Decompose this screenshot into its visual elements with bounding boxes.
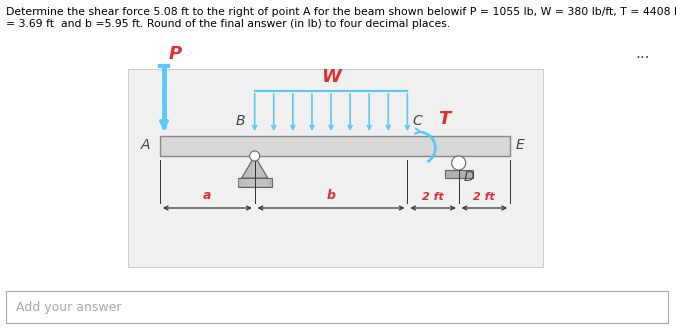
FancyBboxPatch shape — [445, 170, 473, 178]
FancyBboxPatch shape — [240, 179, 270, 186]
Text: C: C — [412, 114, 422, 128]
Text: 2 ft: 2 ft — [473, 192, 496, 202]
Polygon shape — [242, 156, 268, 178]
FancyBboxPatch shape — [128, 69, 543, 267]
Text: Determine the shear force 5.08 ft to the right of point A for the beam shown bel: Determine the shear force 5.08 ft to the… — [6, 7, 676, 17]
Text: D: D — [464, 170, 475, 184]
FancyBboxPatch shape — [243, 179, 266, 186]
Text: W: W — [321, 68, 341, 86]
Text: ...: ... — [635, 46, 650, 62]
FancyBboxPatch shape — [160, 136, 510, 156]
Text: T: T — [438, 110, 451, 128]
FancyBboxPatch shape — [6, 291, 668, 323]
Circle shape — [452, 156, 466, 170]
FancyBboxPatch shape — [238, 179, 272, 186]
Text: A: A — [141, 138, 150, 152]
FancyBboxPatch shape — [242, 179, 268, 186]
Text: a: a — [203, 189, 212, 202]
Text: P: P — [169, 45, 183, 63]
FancyBboxPatch shape — [238, 178, 272, 187]
Text: B: B — [235, 114, 245, 128]
Text: Add your answer: Add your answer — [16, 300, 122, 314]
Text: 2 ft: 2 ft — [422, 192, 444, 202]
Circle shape — [249, 151, 260, 161]
Text: E: E — [516, 138, 525, 152]
Text: = 3.69 ft  and b =5.95 ft. Round of the final answer (in lb) to four decimal pla: = 3.69 ft and b =5.95 ft. Round of the f… — [6, 19, 450, 29]
Text: b: b — [327, 189, 335, 202]
